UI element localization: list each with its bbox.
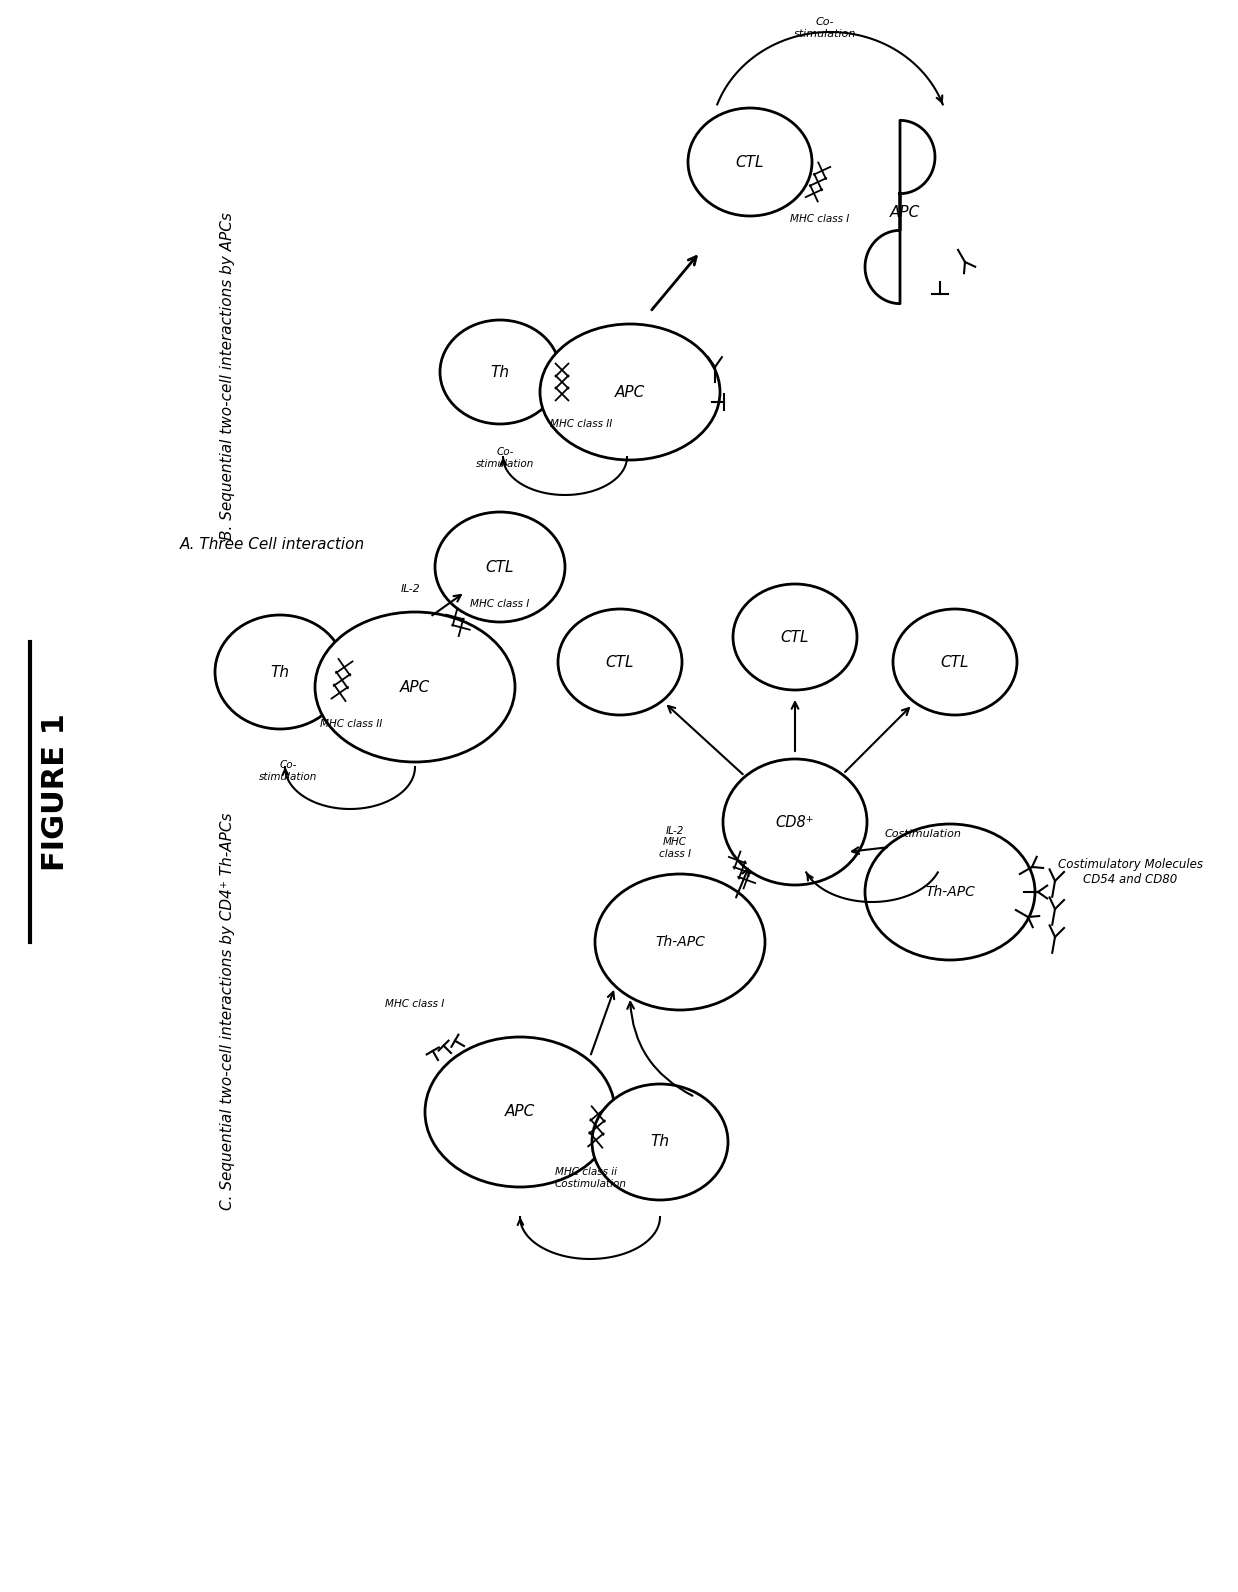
Ellipse shape [733,584,857,689]
Ellipse shape [439,320,560,423]
Text: Th-APC: Th-APC [655,935,704,949]
Text: Costimulatory Molecules
CD54 and CD80: Costimulatory Molecules CD54 and CD80 [1057,858,1202,887]
Text: MHC class I: MHC class I [790,213,849,224]
Text: Th: Th [270,664,290,680]
Text: CTL: CTL [735,154,764,169]
Text: MHC class II: MHC class II [550,419,613,428]
Text: Th-APC: Th-APC [925,885,976,899]
Ellipse shape [865,825,1035,960]
Text: APC: APC [615,385,645,400]
Text: APC: APC [505,1105,535,1119]
Text: CD8⁺: CD8⁺ [776,815,815,829]
Ellipse shape [435,513,565,622]
Ellipse shape [723,759,867,885]
Text: APC: APC [400,680,430,694]
Text: Th: Th [490,365,510,379]
Text: IL-2
MHC
class I: IL-2 MHC class I [659,826,691,860]
Ellipse shape [592,1084,728,1200]
Text: MHC class ii
Costimulation: MHC class ii Costimulation [555,1167,626,1189]
Text: Costimulation: Costimulation [885,829,962,839]
Text: C. Sequential two-cell interactions by CD4⁺ Th-APCs: C. Sequential two-cell interactions by C… [220,812,235,1210]
Text: MHC class II: MHC class II [319,720,383,729]
Ellipse shape [540,325,721,460]
Text: Co-
stimulation: Co- stimulation [794,18,857,38]
Ellipse shape [215,615,345,729]
Text: CTL: CTL [605,654,634,670]
Text: Th: Th [650,1135,670,1149]
Text: MHC class I: MHC class I [470,599,530,610]
Polygon shape [865,121,935,304]
Ellipse shape [893,610,1016,715]
Text: CTL: CTL [485,559,514,575]
Ellipse shape [314,611,515,763]
Text: Co-
stimulation: Co- stimulation [475,447,534,470]
Ellipse shape [425,1036,615,1188]
Ellipse shape [595,874,765,1009]
Text: MHC class I: MHC class I [385,1000,444,1009]
Text: B. Sequential two-cell interactions by APCs: B. Sequential two-cell interactions by A… [220,212,235,540]
Text: CTL: CTL [941,654,969,670]
Text: IL-2: IL-2 [400,584,420,594]
Text: APC: APC [890,204,920,220]
Text: FIGURE 1: FIGURE 1 [41,713,69,871]
Ellipse shape [558,610,682,715]
Text: CTL: CTL [781,629,810,645]
Text: A. Three Cell interaction: A. Three Cell interaction [180,537,365,552]
Text: Co-
stimulation: Co- stimulation [259,761,317,782]
Ellipse shape [688,108,812,217]
